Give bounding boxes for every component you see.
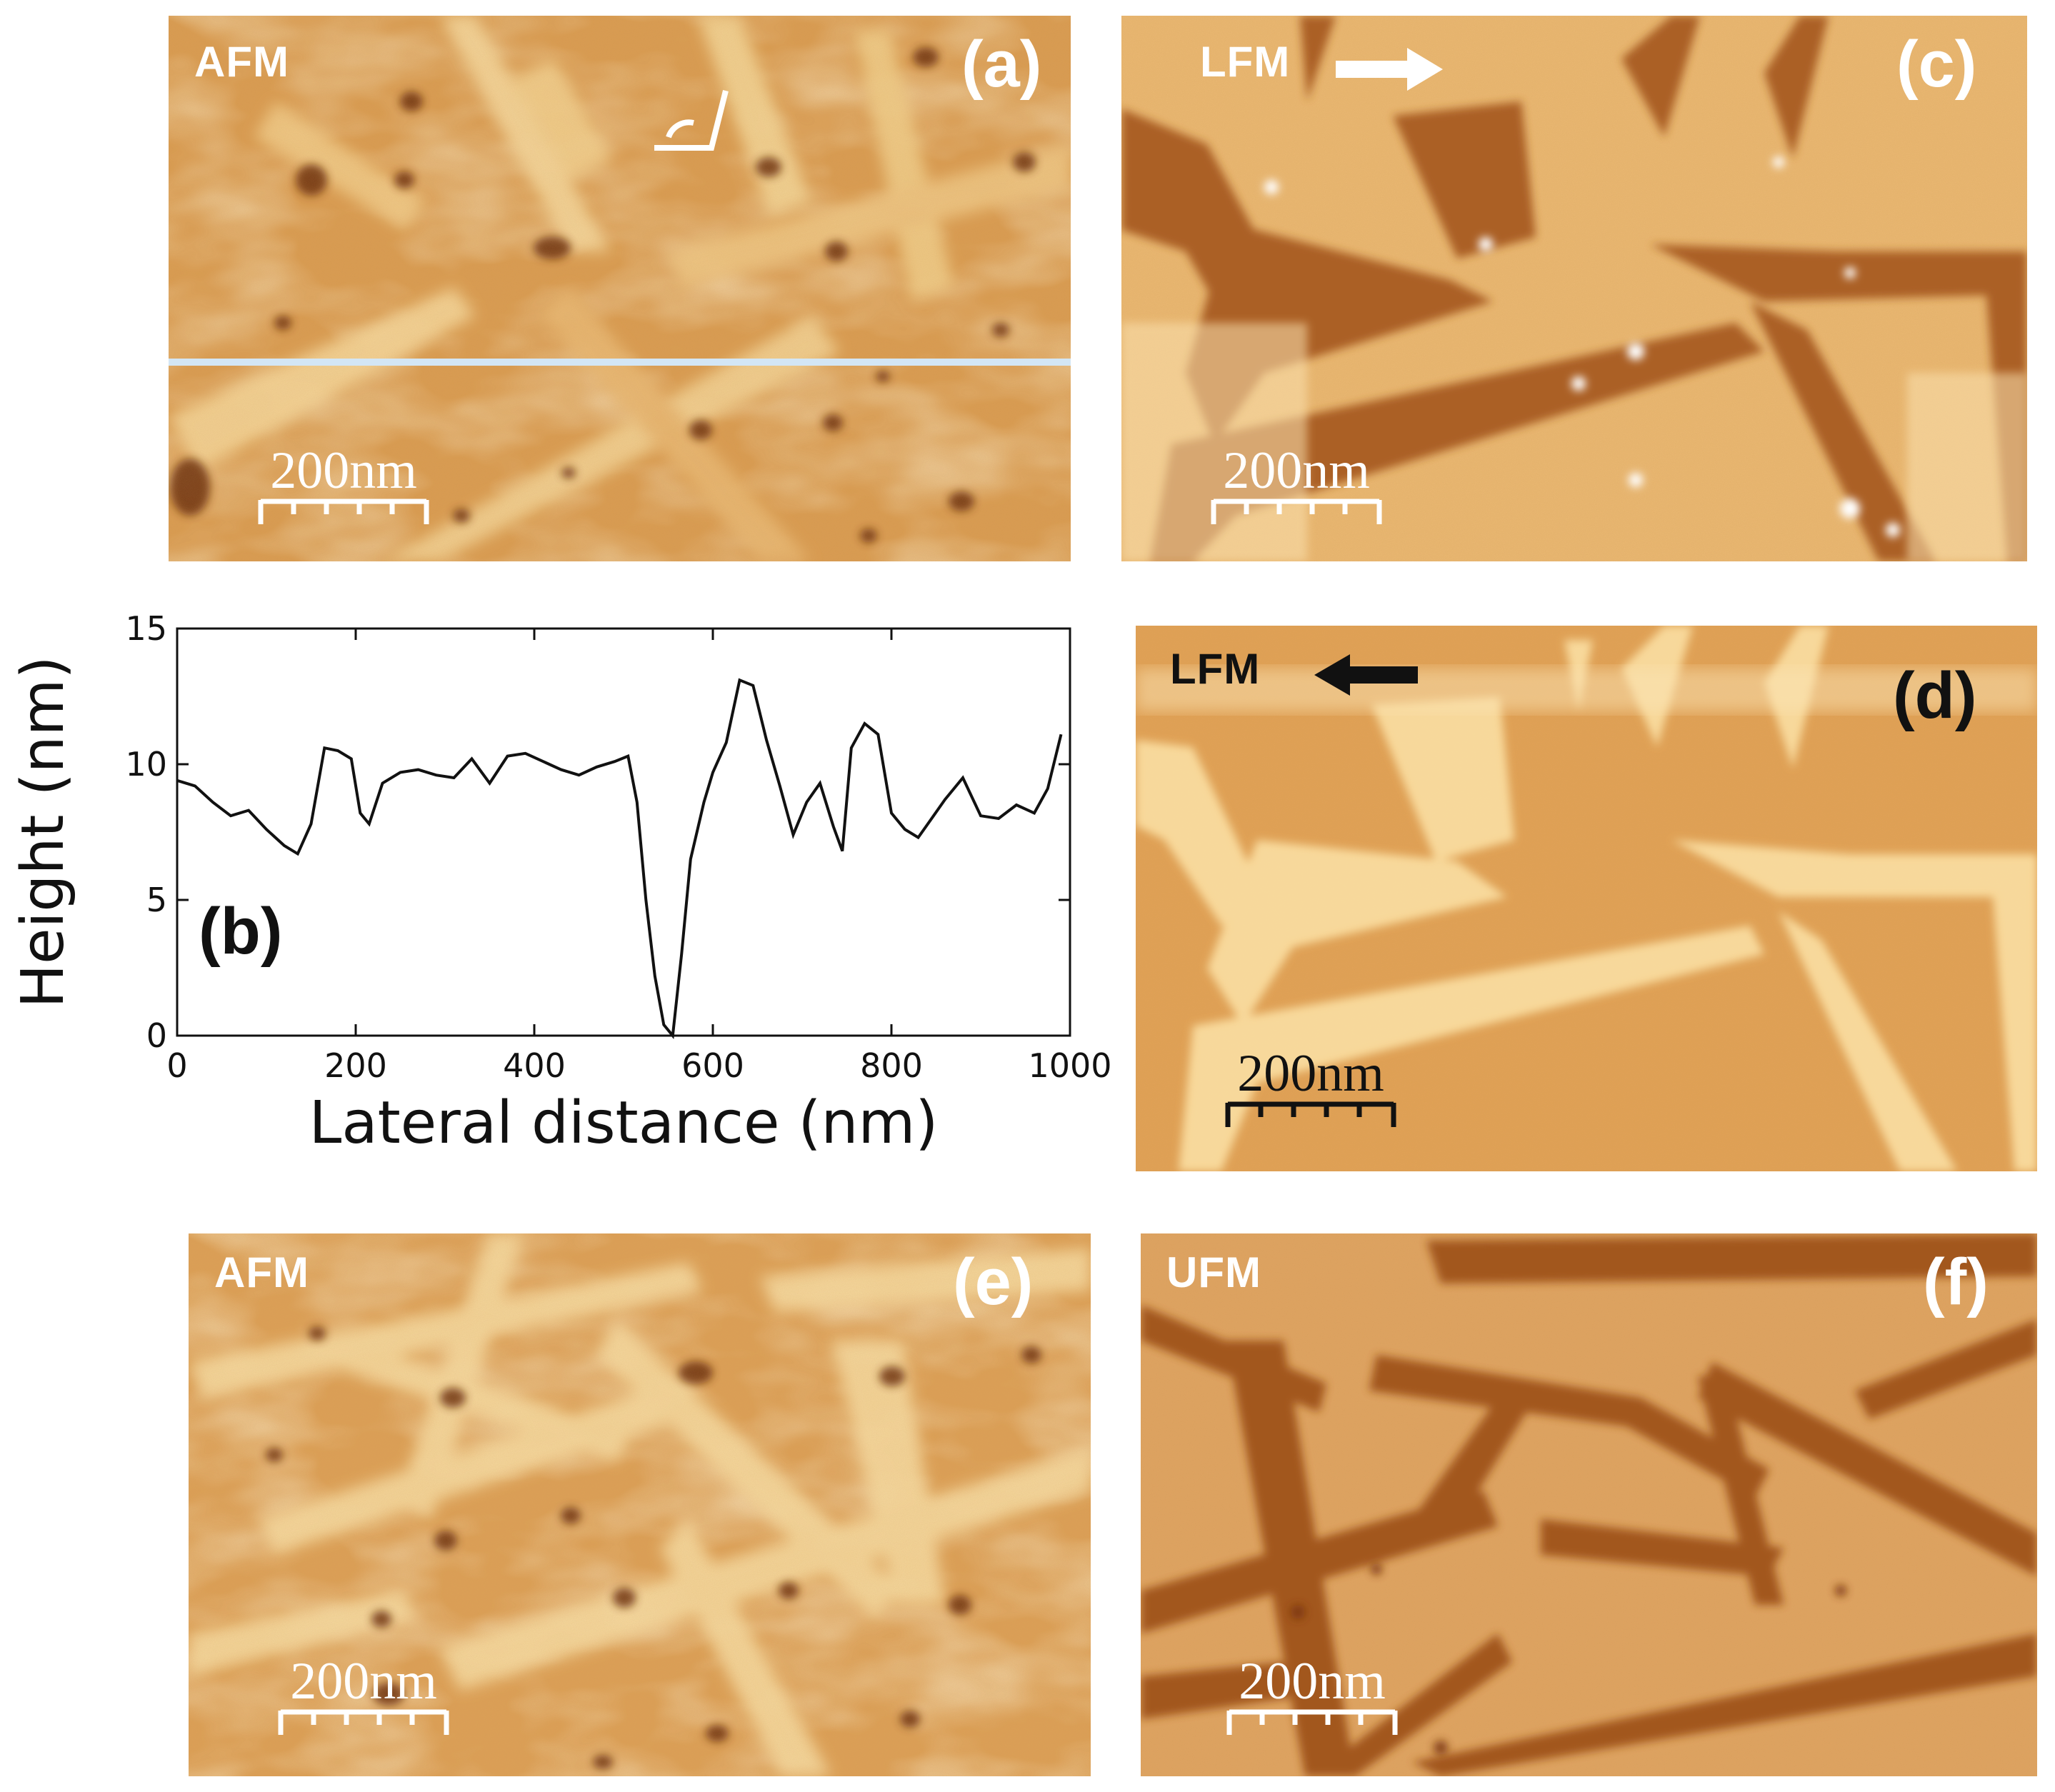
scale-bar-a: 200nm (258, 441, 429, 524)
afm-texture-e (189, 1233, 1091, 1776)
afm-image-a: AFM (a) 200nm (169, 16, 1071, 561)
mode-label-a: AFM (194, 38, 289, 86)
lfm-texture-c (1121, 16, 2027, 561)
scale-bar-ruler-f (1226, 1709, 1398, 1735)
ufm-texture-f (1141, 1233, 2037, 1776)
scale-bar-text-f: 200nm (1239, 1652, 1386, 1711)
y-tick-label: 0 (146, 1016, 167, 1055)
scale-bar-ruler-a (258, 499, 429, 524)
panel-label-c: (c) (1896, 28, 1977, 101)
lfm-image-d: LFM (d) 200nm (1136, 626, 2037, 1171)
x-tick-label: 1000 (1028, 1046, 1111, 1085)
x-tick-label: 600 (681, 1046, 744, 1085)
plot-frame (176, 627, 1071, 1037)
mode-label-d: LFM (1170, 645, 1261, 693)
panel-label-b: (b) (199, 895, 282, 968)
x-axis-title: Lateral distance (nm) (309, 1089, 939, 1157)
scale-bar-text-d: 200nm (1237, 1044, 1384, 1103)
mode-label-f: UFM (1166, 1248, 1261, 1296)
left-arrow-icon (1314, 654, 1418, 696)
panel-label-a: (a) (961, 28, 1042, 101)
x-tick-label: 800 (860, 1046, 923, 1085)
scale-bar-d: 200nm (1225, 1044, 1396, 1127)
scale-bar-ruler-c (1211, 499, 1382, 524)
scale-bar-ruler-d (1225, 1101, 1396, 1127)
y-tick-label: 10 (125, 745, 167, 784)
scale-bar-f: 200nm (1226, 1652, 1398, 1735)
y-axis-title: Height (nm) (9, 656, 77, 1008)
scale-bar-text-e: 200nm (290, 1652, 437, 1711)
scale-bar-c: 200nm (1211, 441, 1382, 524)
afm-image-e: AFM (e) 200nm (189, 1233, 1091, 1776)
panel-label-e: (e) (953, 1246, 1034, 1318)
mode-label-c: LFM (1200, 38, 1291, 86)
scale-bar-e: 200nm (278, 1652, 449, 1735)
profile-line (169, 359, 1071, 366)
lfm-image-c: LFM (c) 200nm (1121, 16, 2027, 561)
y-tick-label: 15 (125, 609, 167, 648)
angle-marker (654, 90, 729, 151)
mode-label-e: AFM (214, 1248, 309, 1296)
scale-bar-ruler-e (278, 1709, 449, 1735)
lfm-texture-d (1136, 626, 2037, 1171)
panel-label-d: (d) (1893, 659, 1977, 732)
x-tick-label: 200 (324, 1046, 387, 1085)
right-arrow-icon (1336, 48, 1443, 91)
x-tick-label: 0 (166, 1046, 187, 1085)
height-profile-line (176, 678, 1063, 1039)
scale-bar-text-a: 200nm (270, 441, 417, 500)
ufm-image-f: UFM (f) 200nm (1141, 1233, 2037, 1776)
height-profile-chart: 0 200 400 600 800 1000 0 5 10 15 Height (nm) Lat… (9, 609, 1112, 1157)
scale-bar-text-c: 200nm (1223, 441, 1370, 500)
panel-label-f: (f) (1923, 1246, 1989, 1318)
afm-texture-a (169, 16, 1071, 561)
x-tick-label: 400 (503, 1046, 566, 1085)
y-tick-label: 5 (146, 881, 167, 919)
